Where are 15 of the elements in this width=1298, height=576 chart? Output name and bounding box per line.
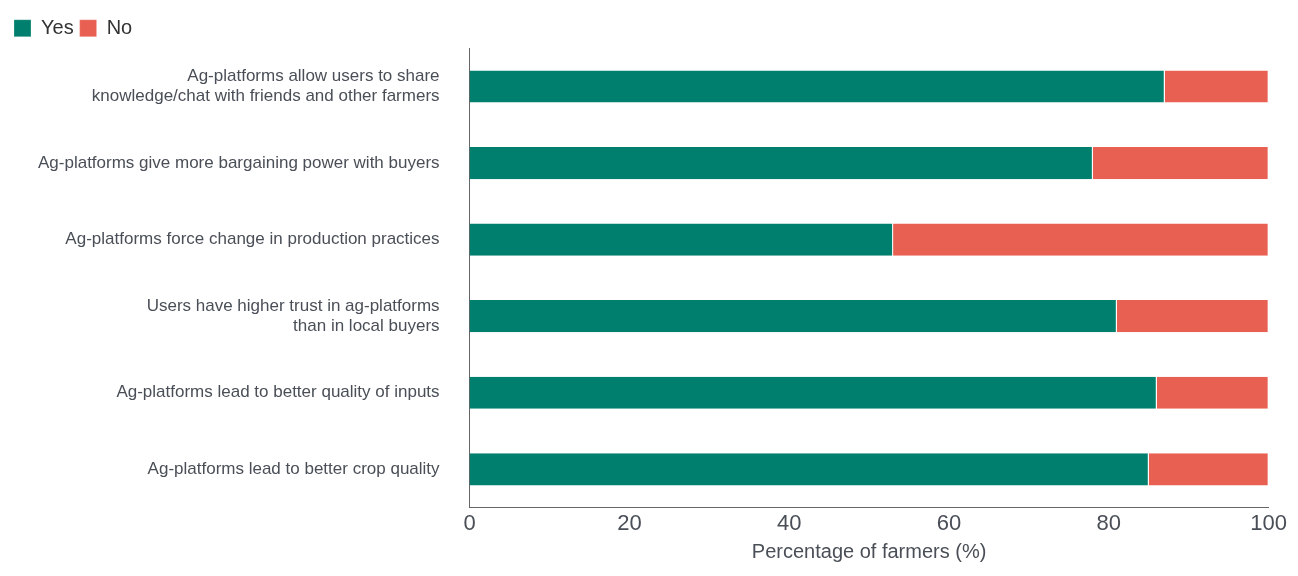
y-tick-label: Users have higher trust in ag-platforms than in local buyers (146, 295, 440, 336)
y-tick-label: Ag-platforms allow users to share knowledge/chat with friends and other farmers (91, 65, 440, 106)
y-tick-label: Ag-platforms lead to better quality of inputs (116, 382, 440, 402)
legend-label: No (106, 15, 133, 38)
x-tick-label: 40 (776, 509, 802, 535)
x-tick-label: 20 (617, 509, 642, 535)
y-tick-label: Ag-platforms lead to better crop quality (147, 459, 441, 478)
x-tick-label: 80 (1096, 509, 1122, 535)
legend-label: Yes (41, 15, 74, 38)
x-tick-label: 100 (1250, 509, 1288, 535)
y-tick-label: Ag-platforms force change in production practices (65, 229, 440, 249)
x-tick-label: 0 (463, 509, 476, 535)
x-axis-title: Percentage of farmers (%) (751, 539, 987, 562)
x-tick-label: 60 (936, 509, 962, 535)
y-tick-label: Ag-platforms give more bargaining power with buyers (38, 152, 440, 172)
